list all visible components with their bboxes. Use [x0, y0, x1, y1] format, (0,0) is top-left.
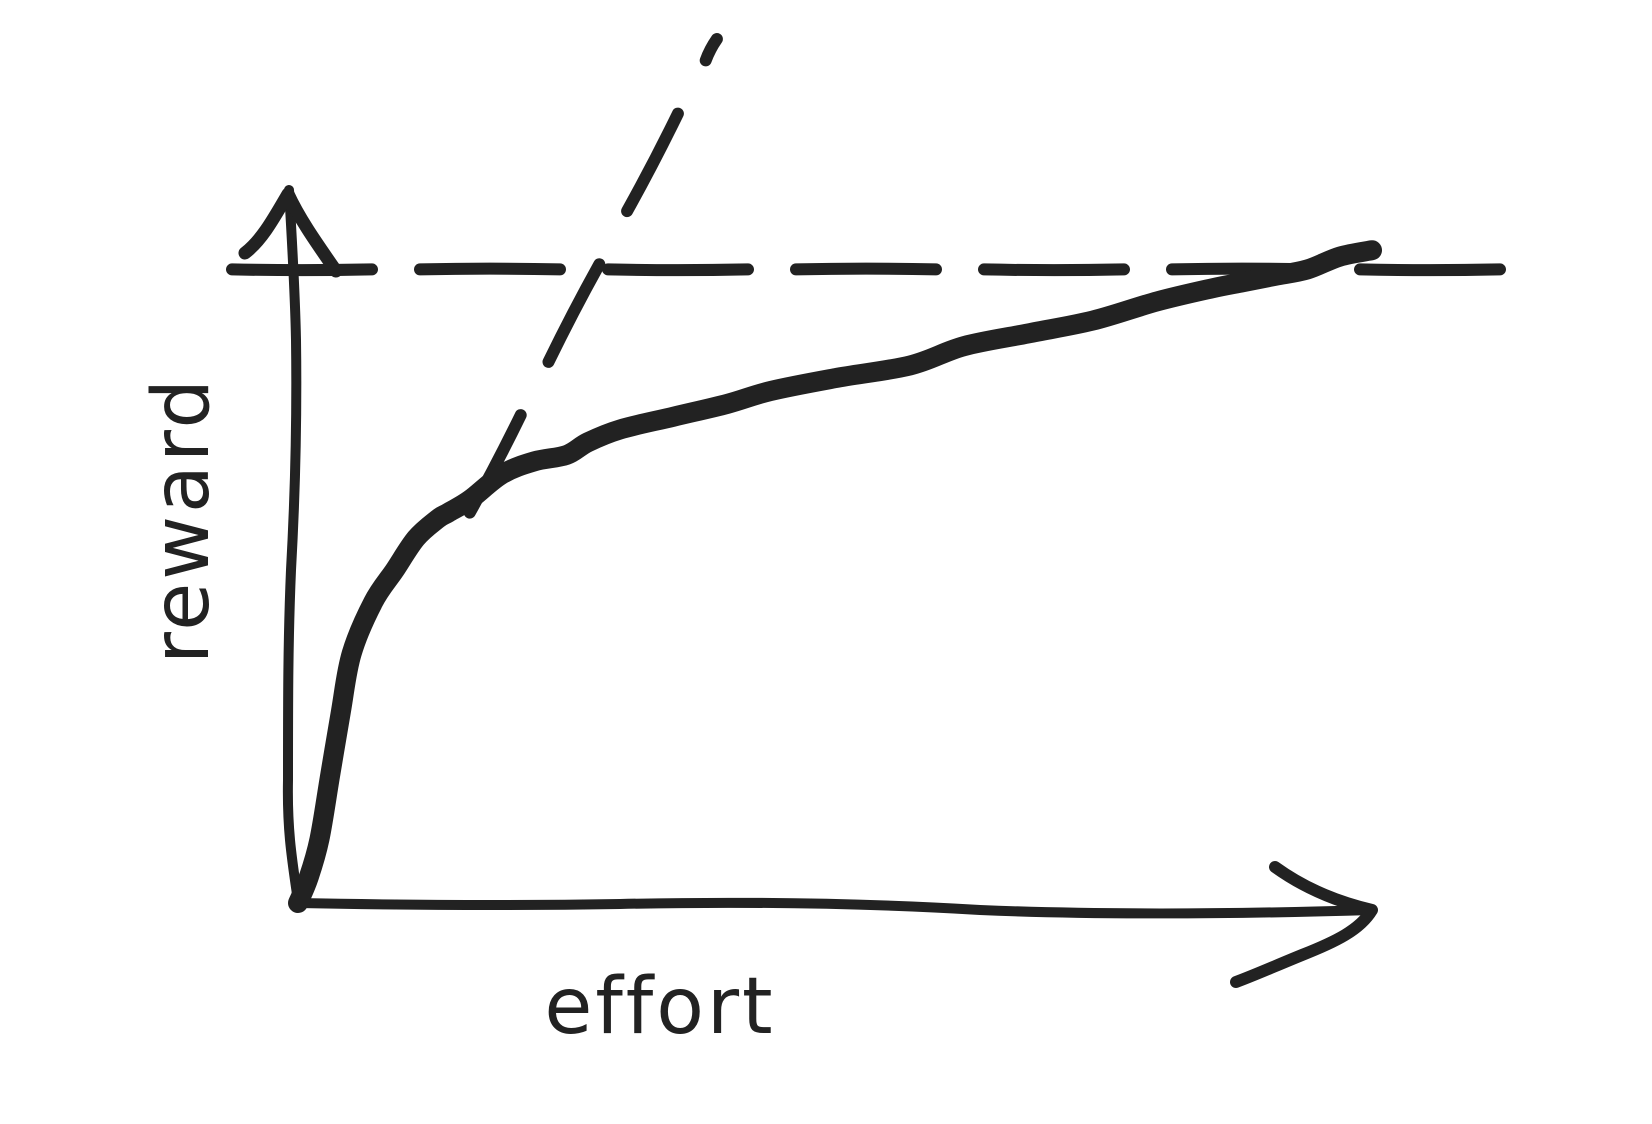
- x-axis-label: effort: [544, 962, 775, 1052]
- series-layer: [288, 240, 1382, 913]
- reference-line-0-dash: [790, 262, 942, 276]
- x-axis-line: [293, 897, 1377, 919]
- reference-line-1-dash: [621, 107, 684, 218]
- reference-lines: [226, 33, 1506, 519]
- series-line-0: [288, 240, 1382, 913]
- reference-line-0-dash: [978, 263, 1130, 277]
- reference-line-0-dash: [414, 262, 566, 276]
- y-axis-arrowhead: [238, 187, 343, 278]
- x-axis-arrowhead: [1230, 861, 1378, 988]
- reference-line-1-dash: [542, 258, 606, 368]
- reference-line-0-dash: [1354, 263, 1506, 277]
- reference-line-0-dash: [226, 263, 378, 277]
- y-axis-line: [282, 185, 303, 906]
- reference-line-1-dash: [699, 33, 723, 67]
- reference-line-0-dash: [602, 263, 754, 277]
- y-axis-label: reward: [137, 376, 227, 664]
